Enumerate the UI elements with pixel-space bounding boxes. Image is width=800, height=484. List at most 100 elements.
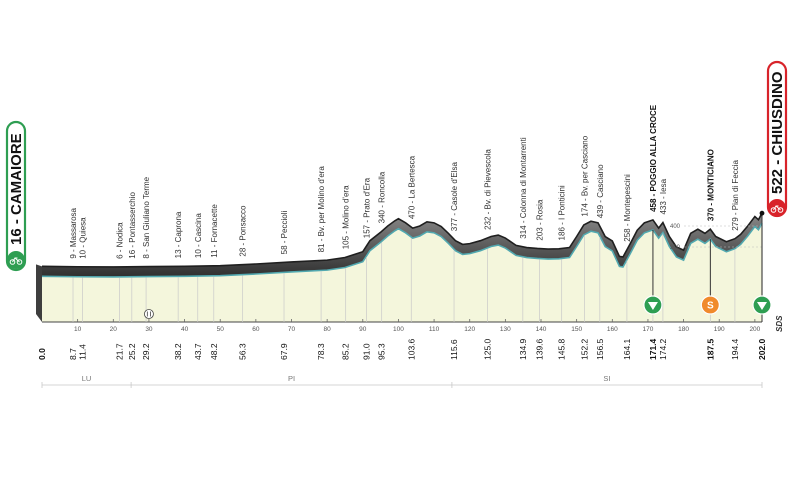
waypoint-label: 458 - POGGIO ALLA CROCE [649, 104, 658, 212]
distance-tick-label: 180 [678, 326, 689, 333]
waypoint-km-label: 48.2 [209, 343, 219, 360]
waypoint-km-label: 152.2 [579, 338, 589, 360]
waypoint-km-label: 171.4 [648, 338, 658, 360]
profile-area: 200 400 [36, 212, 763, 323]
waypoint-label: 105 - Molino d'era [342, 185, 351, 249]
waypoint-label: 174 - Bv. per Casciano [580, 135, 589, 216]
profile-fill [42, 223, 762, 322]
waypoint-km-label: 85.2 [341, 343, 351, 360]
waypoint-km-label: 134.9 [518, 338, 528, 360]
waypoint-label: 6 - Nodica [115, 222, 124, 259]
waypoint-label: 203 - Rosia [536, 199, 545, 240]
waypoint-label: 10 - Cascina [194, 213, 203, 258]
waypoint-km-label: 21.7 [114, 343, 124, 360]
waypoint-km-label: 194.4 [730, 338, 740, 360]
waypoint-km-label: 78.3 [316, 343, 326, 360]
distance-tick-label: 90 [359, 326, 367, 333]
waypoint-km-label: 56.3 [238, 343, 248, 360]
waypoint-label: 439 - Casciano [596, 164, 605, 218]
distance-tick-label: 10 [74, 326, 82, 333]
mountain-prize-triangle [757, 302, 767, 310]
waypoint-label: 370 - MONTICIANO [706, 149, 715, 221]
waypoint-label: 258 - Montepescini [623, 174, 632, 242]
province-band: LU PI SI [41, 374, 763, 388]
distance-tick-label: 80 [324, 326, 332, 333]
waypoint-label: 16 - Pontasserchio [128, 191, 137, 258]
profile-marks: 10 20 30 40 50 60 70 80 90 100 110 120 130 140 150 160 1… [37, 104, 772, 360]
profile-start-edge [36, 264, 42, 322]
waypoint-km-label: 38.2 [173, 343, 183, 360]
waypoint-label: 433 - Iesa [659, 178, 668, 214]
distance-tick-label: 100 [393, 326, 404, 333]
waypoint-label: 28 - Ponsacco [239, 205, 248, 257]
waypoint-label: 314 - Colonna di Montarrenti [519, 137, 528, 239]
waypoint-km-label: 125.0 [483, 338, 493, 360]
waypoint-km-label: 115.6 [449, 339, 459, 360]
waypoint-km-label: 164.1 [622, 338, 632, 360]
finish-km-label: 202.0 [757, 338, 767, 360]
waypoint-label: 232 - Bv. di Pievescola [484, 149, 493, 230]
feed-zone-icon-glyph [146, 311, 151, 317]
distance-tick-label: 190 [714, 326, 725, 333]
waypoint-km-label: 187.5 [705, 338, 715, 360]
waypoint-km-label: 174.2 [658, 338, 668, 360]
distance-tick-label: 110 [429, 326, 440, 333]
distance-tick-label: 150 [571, 326, 582, 333]
waypoint-km-label: 91.0 [361, 343, 371, 360]
distance-tick-label: 60 [252, 326, 260, 333]
waypoint-label: 10 - Quiesa [79, 217, 88, 259]
waypoint-km-label: 156.5 [595, 338, 605, 360]
finish-label: 522 - CHIUSDINO [769, 71, 786, 194]
sds-logo: SDS [775, 315, 784, 332]
distance-tick-label: 120 [464, 326, 475, 333]
waypoint-label: 279 - Pian di Feccia [731, 159, 740, 230]
waypoint-label: 186 - I Ponticini [558, 185, 567, 240]
waypoint-km-label: 43.7 [193, 343, 203, 360]
distance-tick-label: 50 [217, 326, 225, 333]
distance-tick-label: 70 [288, 326, 296, 333]
distance-tick-label: 40 [181, 326, 189, 333]
waypoint-km-label: 95.3 [377, 343, 387, 360]
distance-tick-label: 140 [536, 326, 547, 333]
waypoint-km-label: 29.2 [141, 343, 151, 360]
start-marker: 16 - CAMAIORE [5, 120, 27, 272]
altitude-tick-label: 400 [670, 224, 681, 230]
distance-tick-label: 170 [643, 326, 654, 333]
mountain-prize-triangle [647, 302, 658, 310]
province-label: LU [82, 374, 92, 383]
distance-tick-label: 130 [500, 326, 511, 333]
waypoint-label: 11 - Fornacette [210, 204, 219, 258]
waypoint-km-label: 145.8 [557, 338, 567, 360]
distance-tick-label: 20 [110, 326, 118, 333]
waypoint-label: 13 - Caprona [174, 211, 183, 258]
waypoint-label: 58 - Peccioli [280, 211, 289, 255]
waypoint-km-label: 67.9 [279, 343, 289, 360]
finish-dot [759, 210, 765, 216]
waypoint-km-label: 139.6 [535, 338, 545, 360]
waypoint-label: 81 - Bv. per Molino d'era [317, 166, 326, 253]
waypoint-label: 157 - Prato d'Era [362, 177, 371, 238]
waypoint-label: 377 - Casole d'Elsa [450, 162, 459, 232]
profile-top-line [41, 212, 763, 268]
waypoint-label: 470 - La Bertesca [407, 155, 416, 219]
sprint-icon [700, 295, 720, 315]
waypoint-label: 8 - San Giuliano Terme [142, 176, 151, 258]
finish-marker: 522 - CHIUSDINO [766, 60, 788, 218]
waypoint-label: 340 - Roncolla [378, 171, 387, 223]
finish-bike-icon [770, 205, 784, 213]
waypoint-km-label: 11.4 [78, 344, 88, 360]
distance-tick-label: 30 [145, 326, 153, 333]
province-label: PI [288, 374, 295, 383]
waypoint-label: 9 - Massarosa [69, 207, 78, 258]
waypoint-km-label: 25.2 [127, 343, 137, 360]
profile-road-line [41, 222, 763, 278]
waypoint-km-label: 8.7 [68, 348, 78, 360]
start-bike-icon [9, 257, 23, 265]
altitude-tick-label: 200 [670, 245, 681, 251]
waypoint-km-label: 103.6 [406, 338, 416, 360]
start-km-label: 0.0 [37, 348, 47, 360]
sprint-icon-letter: S [707, 301, 714, 312]
distance-tick-label: 200 [749, 326, 760, 333]
province-label: SI [603, 374, 610, 383]
